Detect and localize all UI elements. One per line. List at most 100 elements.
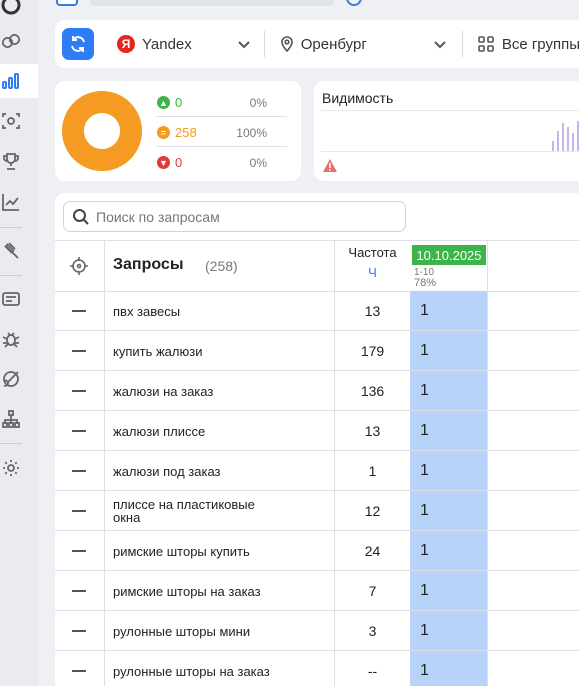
query-text[interactable]: жалюзи плиссе bbox=[113, 423, 206, 439]
top-globe-icon[interactable] bbox=[346, 0, 362, 6]
queries-table-body: пвх завесы 13 1 купить жалюзи 179 1 жалюзи на … bbox=[55, 291, 579, 686]
chevron-down-icon bbox=[238, 41, 250, 49]
row-status-dash-icon bbox=[72, 550, 86, 552]
nav-brush-icon[interactable] bbox=[0, 368, 22, 390]
query-position[interactable]: 1 bbox=[410, 371, 487, 411]
nav-structure-icon[interactable] bbox=[0, 408, 22, 430]
nav-trophy-icon[interactable] bbox=[0, 150, 22, 172]
donut-segment-same bbox=[62, 91, 142, 171]
row-border bbox=[55, 490, 579, 491]
query-position[interactable]: 1 bbox=[410, 451, 487, 491]
queries-column-title[interactable]: Запросы bbox=[113, 256, 184, 273]
stat-same-count: 258 bbox=[175, 125, 197, 140]
query-position[interactable]: 1 bbox=[410, 611, 487, 651]
table-column-border bbox=[104, 240, 105, 686]
target-crosshair-icon[interactable] bbox=[69, 256, 89, 276]
query-text[interactable]: пвх завесы bbox=[113, 303, 181, 319]
nav-gavel-icon[interactable] bbox=[0, 239, 22, 261]
query-position[interactable]: 1 bbox=[410, 291, 487, 331]
query-text[interactable]: римские шторы на заказ bbox=[113, 583, 261, 599]
table-row[interactable]: пвх завесы 13 1 bbox=[55, 291, 579, 331]
row-border bbox=[55, 330, 579, 331]
table-row[interactable]: римские шторы на заказ 7 1 bbox=[55, 571, 579, 611]
stat-down-count: 0 bbox=[175, 155, 183, 170]
query-text[interactable]: римские шторы купить bbox=[113, 543, 250, 559]
visibility-sparkline bbox=[552, 121, 579, 151]
date-column-header[interactable]: 10.10.2025 bbox=[412, 245, 486, 265]
query-position[interactable]: 1 bbox=[410, 491, 487, 531]
table-row[interactable]: рулонные шторы мини 3 1 bbox=[55, 611, 579, 651]
top-tab-icon[interactable] bbox=[56, 0, 78, 6]
table-row[interactable]: жалюзи под заказ 1 1 bbox=[55, 451, 579, 491]
query-text[interactable]: купить жалюзи bbox=[113, 343, 203, 359]
row-border bbox=[55, 610, 579, 611]
table-row[interactable]: римские шторы купить 24 1 bbox=[55, 531, 579, 571]
nav-screenshot-icon[interactable] bbox=[0, 110, 22, 132]
query-text[interactable]: рулонные шторы на заказ bbox=[113, 663, 270, 679]
nav-positions-icon[interactable] bbox=[0, 70, 22, 92]
stat-up-percent: 0% bbox=[249, 95, 267, 110]
groups-select[interactable]: Все группы bbox=[477, 35, 579, 53]
refresh-icon bbox=[71, 36, 85, 52]
visibility-title: Видимость bbox=[322, 90, 394, 106]
warning-icon[interactable] bbox=[322, 158, 338, 173]
query-text[interactable]: жалюзи под заказ bbox=[113, 463, 221, 479]
frequency-type-toggle[interactable]: Ч bbox=[368, 265, 377, 280]
nav-ads-icon[interactable] bbox=[0, 288, 22, 310]
app-logo-icon[interactable] bbox=[0, 0, 22, 16]
row-border bbox=[55, 450, 579, 451]
query-search-input[interactable] bbox=[96, 208, 386, 225]
nav-links-icon[interactable] bbox=[0, 30, 22, 52]
table-column-border bbox=[334, 240, 335, 686]
query-text[interactable]: плиссе на пластиковые окна bbox=[113, 497, 255, 525]
row-status-dash-icon bbox=[72, 470, 86, 472]
arrow-down-icon: ▼ bbox=[157, 156, 170, 169]
query-search-box[interactable] bbox=[63, 201, 406, 232]
query-frequency: 24 bbox=[364, 543, 381, 559]
nav-settings-gear-icon[interactable] bbox=[0, 457, 22, 479]
top-project-selector[interactable] bbox=[90, 0, 334, 6]
query-position[interactable]: 1 bbox=[410, 651, 487, 686]
table-column-border bbox=[487, 240, 488, 686]
query-frequency: 13 bbox=[364, 303, 381, 319]
frequency-column-title[interactable]: Частота bbox=[348, 245, 397, 260]
stat-same-row[interactable]: = 258 100% bbox=[157, 118, 289, 147]
table-top-border bbox=[55, 240, 579, 241]
grid-icon bbox=[478, 36, 494, 52]
groups-label: Все группы bbox=[501, 35, 579, 53]
filter-divider bbox=[461, 31, 463, 57]
location-pin-icon bbox=[280, 36, 293, 52]
positions-donut-chart bbox=[62, 91, 142, 171]
refresh-button[interactable] bbox=[62, 28, 94, 60]
yandex-logo-icon: Я bbox=[117, 35, 135, 53]
query-position[interactable]: 1 bbox=[410, 531, 487, 571]
table-row[interactable]: жалюзи на заказ 136 1 bbox=[55, 371, 579, 411]
table-row[interactable]: рулонные шторы на заказ -- 1 bbox=[55, 651, 579, 686]
table-row[interactable]: жалюзи плиссе 13 1 bbox=[55, 411, 579, 451]
table-row[interactable]: плиссе на пластиковые окна 12 1 bbox=[55, 491, 579, 531]
query-position[interactable]: 1 bbox=[410, 571, 487, 611]
row-border bbox=[55, 370, 579, 371]
query-position[interactable]: 1 bbox=[410, 331, 487, 371]
query-position[interactable]: 1 bbox=[410, 411, 487, 451]
queries-count: (258) bbox=[205, 258, 238, 274]
sparkline-bar bbox=[557, 131, 559, 151]
filter-bar: Я Yandex Оренбург Все группы bbox=[55, 20, 579, 68]
arrow-up-icon: ▲ bbox=[157, 96, 170, 109]
query-text[interactable]: жалюзи на заказ bbox=[113, 383, 214, 399]
table-row[interactable]: купить жалюзи 179 1 bbox=[55, 331, 579, 371]
search-engine-select[interactable]: Я Yandex bbox=[117, 35, 251, 53]
stat-down-row[interactable]: ▼ 0 0% bbox=[157, 148, 289, 177]
query-frequency: 179 bbox=[360, 343, 385, 359]
nav-trend-icon[interactable] bbox=[0, 191, 22, 213]
row-status-dash-icon bbox=[72, 630, 86, 632]
sidebar-divider bbox=[0, 275, 22, 276]
nav-bug-icon[interactable] bbox=[0, 328, 22, 350]
left-sidebar bbox=[0, 0, 38, 686]
row-status-dash-icon bbox=[72, 670, 86, 672]
row-border bbox=[55, 650, 579, 651]
sparkline-bar bbox=[567, 127, 569, 151]
region-select[interactable]: Оренбург bbox=[279, 36, 447, 53]
query-text[interactable]: рулонные шторы мини bbox=[113, 623, 251, 639]
stat-up-row[interactable]: ▲ 0 0% bbox=[157, 88, 289, 117]
